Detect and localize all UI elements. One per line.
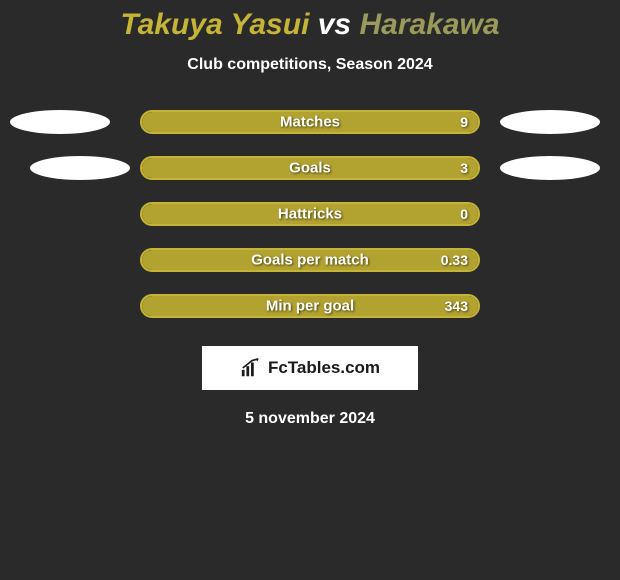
stat-row: Hattricks0 [0,202,620,226]
date-text: 5 november 2024 [245,410,375,428]
page-title: Takuya Yasui vs Harakawa [120,8,499,42]
stat-bar: Goals per match0.33 [140,248,480,272]
stat-bar: Matches9 [140,110,480,134]
stat-bar-fill [142,250,478,270]
stat-bar-fill [142,158,478,178]
comparison-container: Takuya Yasui vs Harakawa Club competitio… [0,0,620,428]
chart-icon [240,357,262,379]
branding-box: FcTables.com [202,346,418,390]
ellipse-right [500,156,600,180]
stat-row: Goals per match0.33 [0,248,620,272]
stat-row: Goals3 [0,156,620,180]
stat-bar: Goals3 [140,156,480,180]
branding-text: FcTables.com [268,358,380,378]
player1-name: Takuya Yasui [120,8,309,41]
stat-bar: Hattricks0 [140,202,480,226]
stat-bar-fill [142,296,478,316]
stat-row: Matches9 [0,110,620,134]
ellipse-left [10,110,110,134]
ellipse-left [30,156,130,180]
stat-row: Min per goal343 [0,294,620,318]
stat-bar: Min per goal343 [140,294,480,318]
stats-rows: Matches9 Goals3 Hattricks0 Goals per match0… [0,110,620,318]
stat-bar-fill [142,204,478,224]
stat-bar-fill [142,112,478,132]
subtitle: Club competitions, Season 2024 [187,56,432,74]
vs-text: vs [318,8,351,41]
ellipse-right [500,110,600,134]
player2-name: Harakawa [359,8,499,41]
